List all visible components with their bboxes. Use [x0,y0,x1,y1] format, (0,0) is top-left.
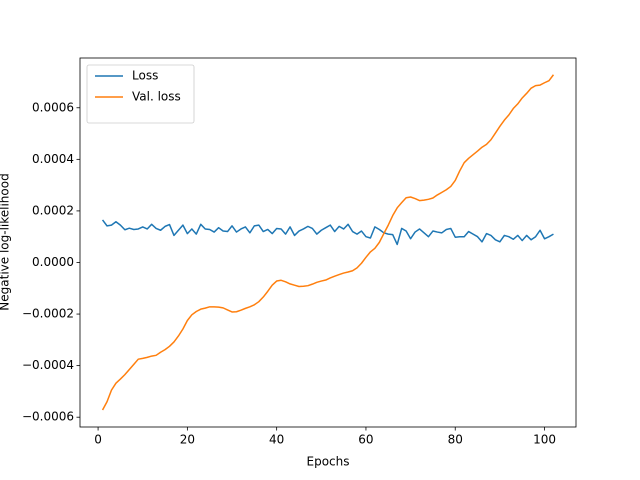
legend-label: Loss [132,69,158,83]
x-tick-label: 60 [358,433,373,447]
y-tick-label: 0.0004 [32,152,74,166]
x-tick-label: 40 [269,433,284,447]
y-tick-label: 0.0006 [32,100,74,114]
y-tick-label: −0.0006 [22,410,74,424]
y-tick-label: −0.0004 [22,358,74,372]
legend: Loss Val. loss [86,64,195,124]
x-tick-label: 80 [448,433,463,447]
x-tick-label: 20 [180,433,195,447]
legend-box [86,64,195,124]
series-line [101,219,554,246]
axes-frame [79,57,577,428]
y-axis-label: Negative log-likelihood [0,173,12,310]
y-tick-label: 0.0002 [32,203,74,217]
legend-label: Val. loss [132,90,181,104]
y-tick-label: −0.0002 [22,307,74,321]
x-tick-label: 100 [533,433,556,447]
y-tick-label: 0.0000 [32,255,74,269]
x-tick-label: 0 [94,433,102,447]
series-line [101,74,555,411]
x-axis-label: Epochs [307,455,350,469]
